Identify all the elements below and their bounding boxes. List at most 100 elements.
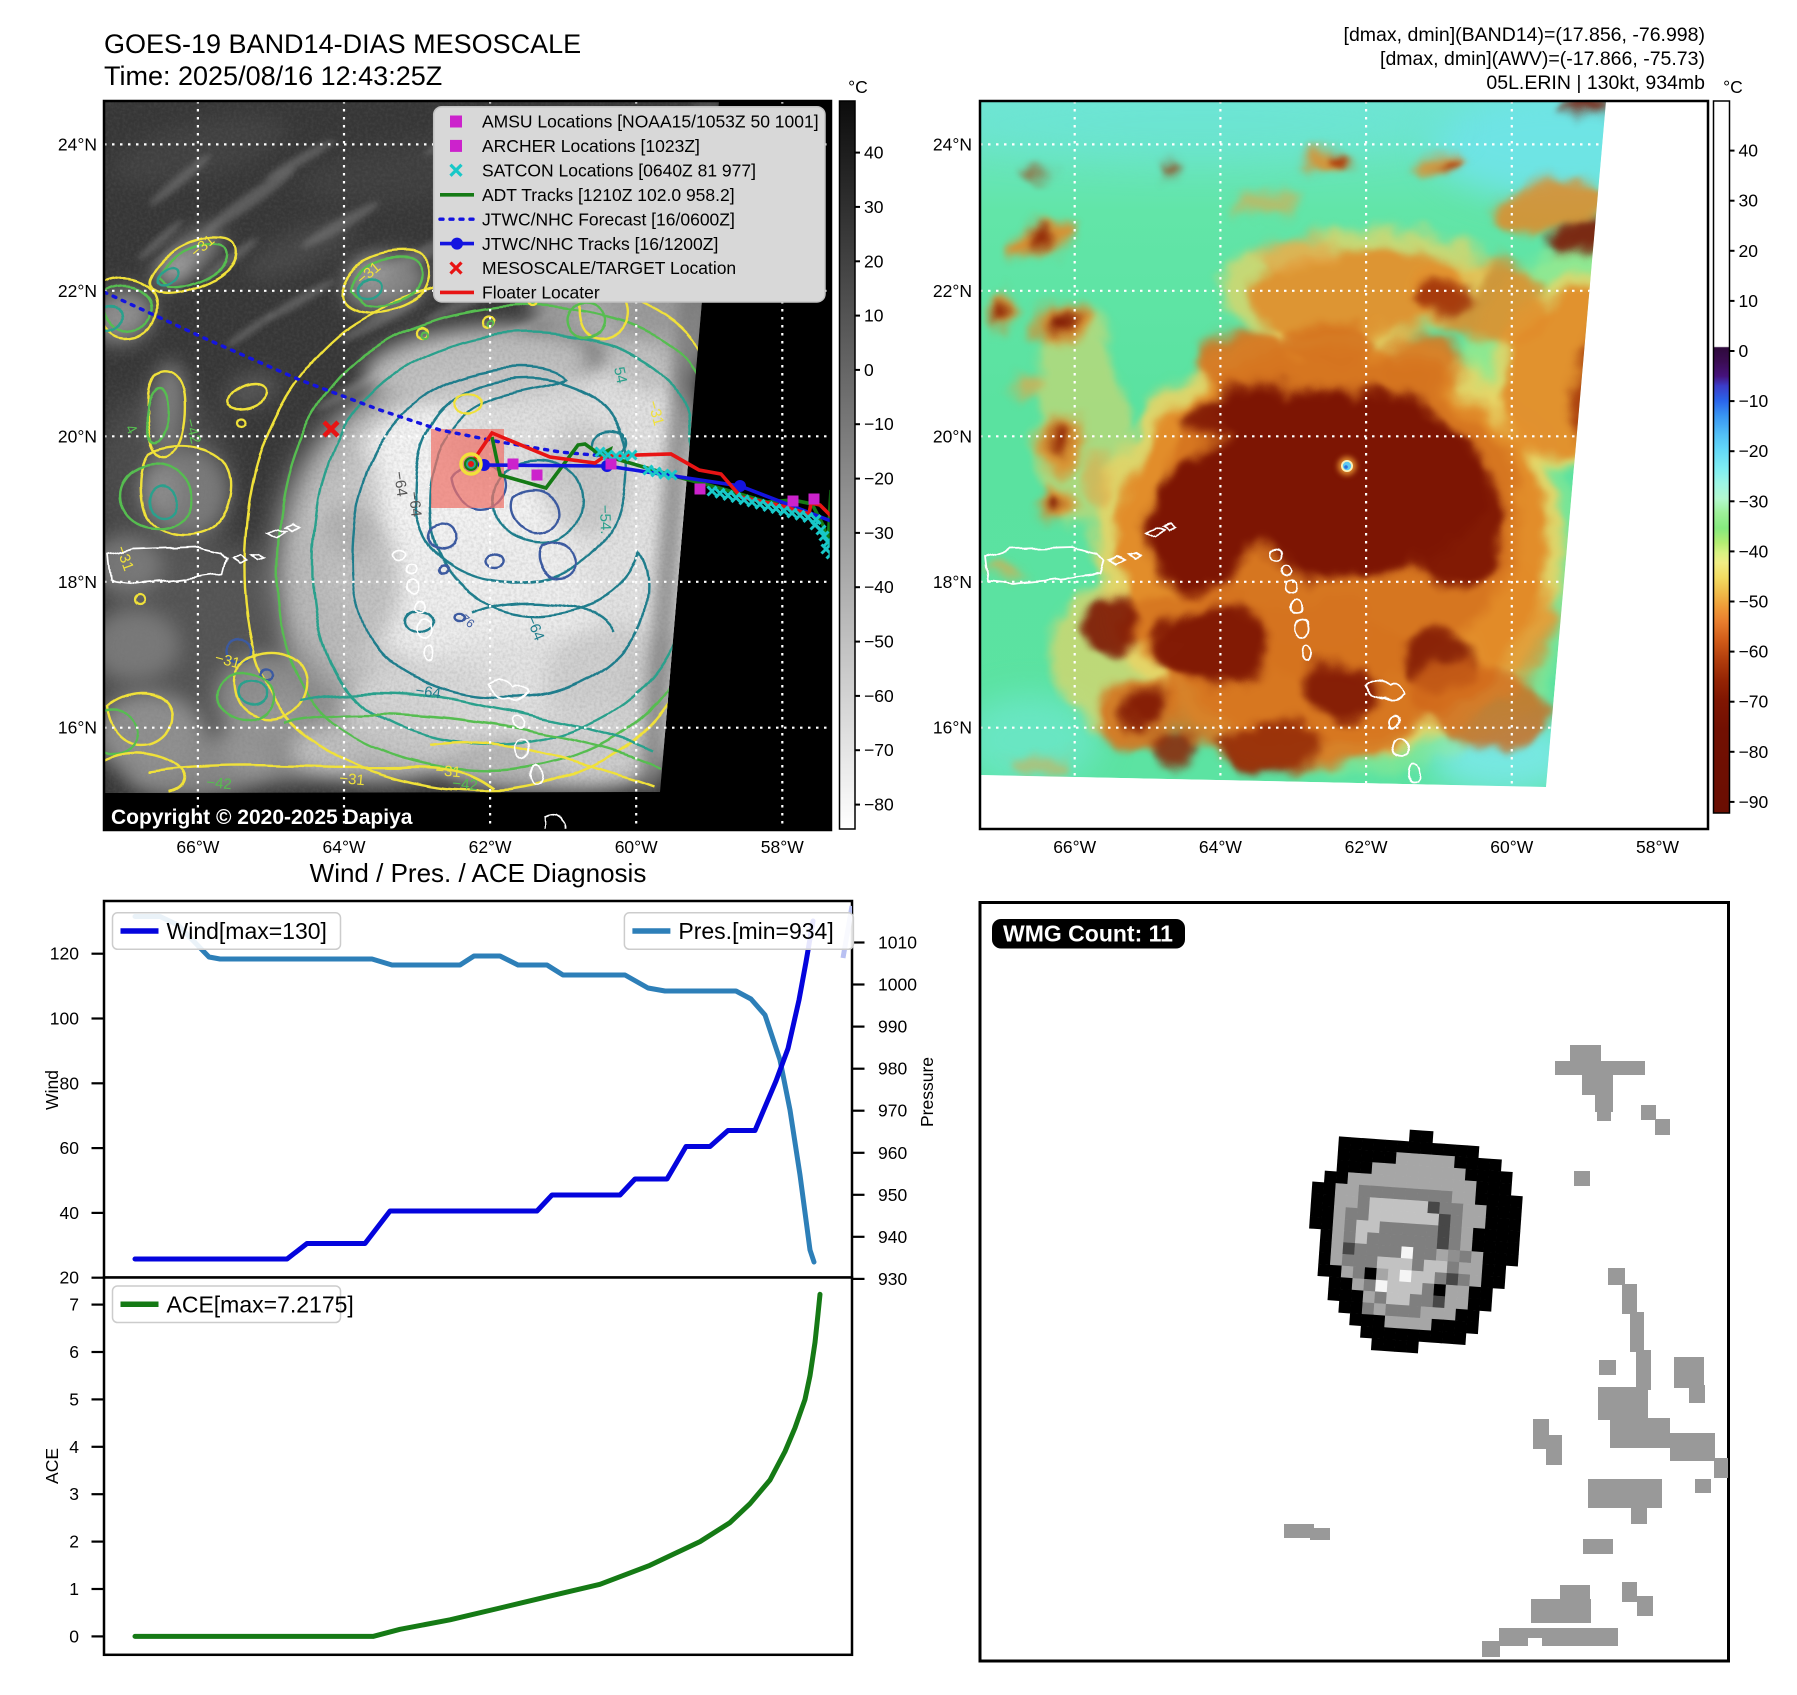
svg-text:1: 1 (69, 1579, 79, 1599)
svg-text:22°N: 22°N (58, 281, 97, 301)
svg-text:JTWC/NHC Forecast [16/0600Z]: JTWC/NHC Forecast [16/0600Z] (482, 209, 735, 229)
svg-text:60°W: 60°W (615, 837, 658, 857)
svg-text:24°N: 24°N (58, 134, 97, 154)
svg-text:970: 970 (878, 1101, 907, 1121)
svg-text:54: 54 (610, 365, 630, 385)
svg-text:−31: −31 (435, 762, 462, 781)
svg-text:0: 0 (69, 1626, 79, 1646)
svg-text:20°N: 20°N (933, 426, 972, 446)
svg-text:60°W: 60°W (1490, 837, 1533, 857)
svg-text:120: 120 (50, 944, 79, 964)
svg-text:980: 980 (878, 1059, 907, 1079)
svg-text:Pressure: Pressure (917, 1057, 937, 1127)
svg-text:°C: °C (848, 77, 868, 97)
svg-text:−10: −10 (864, 414, 894, 434)
svg-text:−54.: −54. (596, 505, 614, 535)
svg-text:ADT Tracks [1210Z 102.0 958.2]: ADT Tracks [1210Z 102.0 958.2] (482, 185, 735, 205)
svg-text:30: 30 (864, 197, 884, 217)
svg-text:0: 0 (864, 360, 874, 380)
svg-text:−70: −70 (864, 740, 894, 760)
svg-text:40: 40 (60, 1203, 80, 1223)
svg-text:MESOSCALE/TARGET Location: MESOSCALE/TARGET Location (482, 258, 736, 278)
svg-text:10: 10 (864, 306, 884, 326)
svg-text:−20: −20 (1739, 441, 1769, 461)
svg-text:30: 30 (1739, 191, 1759, 211)
svg-text:−31: −31 (213, 649, 242, 672)
svg-text:−30: −30 (864, 523, 894, 543)
svg-text:−80: −80 (864, 795, 894, 815)
svg-text:−42: −42 (452, 775, 479, 794)
svg-text:Pres.[min=934]: Pres.[min=934] (678, 918, 833, 944)
svg-text:−20: −20 (864, 469, 894, 489)
svg-text:58°W: 58°W (1636, 837, 1679, 857)
svg-text:−31: −31 (339, 770, 366, 789)
svg-text:990: 990 (878, 1017, 907, 1037)
svg-text:−60: −60 (864, 686, 894, 706)
svg-text:WMG Count: 11: WMG Count: 11 (1003, 921, 1173, 947)
svg-text:950: 950 (878, 1185, 907, 1205)
svg-text:4: 4 (69, 1437, 79, 1457)
svg-text:1000: 1000 (878, 975, 917, 995)
svg-text:64°W: 64°W (323, 837, 366, 857)
svg-text:[dmax, dmin](AWV)=(-17.866, -7: [dmax, dmin](AWV)=(-17.866, -75.73) (1380, 48, 1705, 70)
svg-text:−64: −64 (390, 470, 410, 498)
svg-text:Wind[max=130]: Wind[max=130] (167, 918, 327, 944)
svg-text:20: 20 (1739, 241, 1759, 261)
svg-text:−50: −50 (864, 632, 894, 652)
svg-text:3: 3 (69, 1484, 79, 1504)
svg-text:0: 0 (1739, 341, 1749, 361)
svg-text:2: 2 (69, 1532, 79, 1552)
svg-text:ARCHER Locations [1023Z]: ARCHER Locations [1023Z] (482, 136, 700, 156)
svg-text:60: 60 (60, 1138, 80, 1158)
svg-text:SATCON Locations [0640Z 81 977: SATCON Locations [0640Z 81 977] (482, 161, 756, 181)
svg-text:10: 10 (1739, 291, 1759, 311)
svg-text:6: 6 (69, 1342, 79, 1362)
svg-text:62°W: 62°W (1345, 837, 1388, 857)
svg-text:ACE: ACE (42, 1448, 62, 1484)
svg-text:5: 5 (69, 1389, 79, 1409)
svg-text:940: 940 (878, 1227, 907, 1247)
svg-text:−31: −31 (644, 399, 667, 428)
svg-text:80: 80 (60, 1073, 80, 1093)
svg-text:−50: −50 (1739, 592, 1769, 612)
svg-text:−60: −60 (1739, 642, 1769, 662)
svg-text:20: 20 (864, 251, 884, 271)
svg-text:GOES-19 BAND14-DIAS MESOSCALE: GOES-19 BAND14-DIAS MESOSCALE (104, 29, 581, 59)
svg-text:AMSU Locations [NOAA15/1053Z 5: AMSU Locations [NOAA15/1053Z 50 1001] (482, 112, 819, 132)
svg-text:66°W: 66°W (176, 837, 219, 857)
svg-text:62°W: 62°W (469, 837, 512, 857)
svg-text:[dmax, dmin](BAND14)=(17.856,: [dmax, dmin](BAND14)=(17.856, -76.998) (1344, 24, 1705, 46)
svg-text:7: 7 (69, 1295, 79, 1315)
svg-text:18°N: 18°N (933, 572, 972, 592)
svg-text:−64: −64 (405, 491, 425, 518)
svg-text:Time: 2025/08/16 12:43:25Z: Time: 2025/08/16 12:43:25Z (104, 61, 442, 91)
svg-text:64°W: 64°W (1199, 837, 1242, 857)
svg-text:24°N: 24°N (933, 134, 972, 154)
svg-text:−70: −70 (1739, 692, 1769, 712)
svg-text:JTWC/NHC Tracks [16/1200Z]: JTWC/NHC Tracks [16/1200Z] (482, 234, 718, 254)
svg-text:−80: −80 (1739, 742, 1769, 762)
svg-text:66°W: 66°W (1053, 837, 1096, 857)
svg-text:930: 930 (878, 1269, 907, 1289)
svg-text:°C: °C (1723, 77, 1743, 97)
svg-text:−40: −40 (864, 577, 894, 597)
svg-text:Wind: Wind (42, 1070, 62, 1110)
svg-text:Floater Locater: Floater Locater (482, 283, 600, 303)
svg-text:20: 20 (60, 1268, 80, 1288)
svg-text:16°N: 16°N (58, 718, 97, 738)
svg-text:−42: −42 (206, 774, 233, 793)
svg-text:Wind / Pres. / ACE Diagnosis: Wind / Pres. / ACE Diagnosis (310, 858, 647, 888)
svg-text:20°N: 20°N (58, 426, 97, 446)
svg-text:16°N: 16°N (933, 718, 972, 738)
svg-text:40: 40 (1739, 141, 1759, 161)
svg-text:−30: −30 (1739, 491, 1769, 511)
svg-text:1010: 1010 (878, 933, 917, 953)
svg-text:−40: −40 (1739, 541, 1769, 561)
svg-text:−10: −10 (1739, 391, 1769, 411)
svg-text:22°N: 22°N (933, 281, 972, 301)
svg-text:100: 100 (50, 1009, 79, 1029)
svg-text:40: 40 (864, 143, 884, 163)
svg-text:18°N: 18°N (58, 572, 97, 592)
svg-text:Copyright © 2020-2025 Dapiya: Copyright © 2020-2025 Dapiya (111, 806, 413, 829)
svg-text:−90: −90 (1739, 792, 1769, 812)
